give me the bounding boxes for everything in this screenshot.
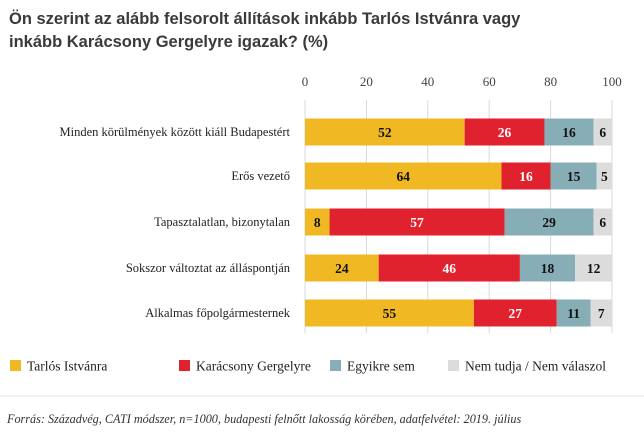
category-label: Alkalmas főpolgármesternek bbox=[145, 306, 290, 320]
legend-swatch bbox=[448, 360, 459, 371]
bar-segment bbox=[464, 118, 545, 146]
x-tick-label-100: 100 bbox=[602, 74, 622, 89]
legend-swatch bbox=[10, 360, 21, 371]
x-tick-label-40: 40 bbox=[421, 74, 434, 89]
bar-value-label: 26 bbox=[498, 125, 512, 140]
x-tick-label-0: 0 bbox=[302, 74, 309, 89]
bar-segment bbox=[544, 118, 594, 146]
legend-swatch bbox=[179, 360, 190, 371]
bar-segment bbox=[575, 254, 612, 282]
category-label: Tapasztalatlan, bizonytalan bbox=[154, 215, 291, 229]
bar-segment bbox=[501, 162, 551, 190]
bar-value-label: 55 bbox=[383, 306, 397, 321]
bar-value-label: 16 bbox=[562, 125, 576, 140]
bar-segment bbox=[305, 162, 502, 190]
legend-swatch bbox=[330, 360, 341, 371]
bar-value-label: 46 bbox=[443, 261, 457, 276]
legend-label: Karácsony Gergelyre bbox=[196, 359, 311, 374]
legend-label: Egyikre sem bbox=[347, 359, 415, 374]
bar-value-label: 12 bbox=[587, 261, 601, 276]
bar-segment bbox=[590, 299, 612, 327]
bar-value-label: 5 bbox=[601, 169, 608, 184]
legend-label: Tarlós Istvánra bbox=[27, 359, 107, 374]
bar-value-label: 52 bbox=[378, 125, 392, 140]
bar-segment bbox=[473, 299, 557, 327]
bar-value-label: 6 bbox=[599, 125, 606, 140]
bar-segment bbox=[305, 208, 330, 236]
bar-value-label: 11 bbox=[567, 306, 580, 321]
category-label: Erős vezető bbox=[231, 169, 290, 183]
bar-segment bbox=[504, 208, 594, 236]
bar-value-label: 57 bbox=[410, 215, 424, 230]
x-tick-label-80: 80 bbox=[544, 74, 557, 89]
bar-value-label: 7 bbox=[598, 306, 605, 321]
chart-title: Ön szerint az alább felsorolt állítások … bbox=[9, 8, 629, 54]
bar-value-label: 27 bbox=[509, 306, 523, 321]
bar-value-label: 15 bbox=[567, 169, 581, 184]
chart-title-line-1: Ön szerint az alább felsorolt állítások … bbox=[9, 10, 521, 28]
bar-segment bbox=[378, 254, 520, 282]
bar-segment bbox=[519, 254, 576, 282]
bar-segment bbox=[556, 299, 591, 327]
bar-segment bbox=[305, 299, 474, 327]
x-tick-label-60: 60 bbox=[483, 74, 496, 89]
bar-value-label: 64 bbox=[396, 169, 410, 184]
chart-title-line-2: inkább Karácsony Gergelyre igazak? (%) bbox=[9, 33, 329, 51]
bar-value-label: 8 bbox=[314, 215, 321, 230]
bar-segment bbox=[329, 208, 505, 236]
bar-segment bbox=[305, 254, 379, 282]
bar-value-label: 29 bbox=[542, 215, 556, 230]
source-note: Forrás: Századvég, CATI módszer, n=1000,… bbox=[7, 412, 522, 426]
category-label: Sokszor változtat az álláspontján bbox=[126, 261, 291, 275]
bar-segment bbox=[550, 162, 597, 190]
stacked-bar-chart: 0 20 40 60 80 100 Minden körülmények között ki… bbox=[0, 74, 644, 397]
bar-segment bbox=[596, 162, 612, 190]
bar-value-label: 6 bbox=[599, 215, 606, 230]
bar-value-label: 18 bbox=[541, 261, 555, 276]
bar-segment bbox=[305, 118, 465, 146]
x-tick-label-20: 20 bbox=[360, 74, 373, 89]
bar-segment bbox=[593, 118, 612, 146]
bar-value-label: 24 bbox=[335, 261, 349, 276]
bar-value-label: 16 bbox=[519, 169, 533, 184]
legend-label: Nem tudja / Nem válaszol bbox=[465, 359, 606, 374]
category-label: Minden körülmények között kiáll Budapest… bbox=[59, 125, 290, 139]
bar-segment bbox=[593, 208, 612, 236]
